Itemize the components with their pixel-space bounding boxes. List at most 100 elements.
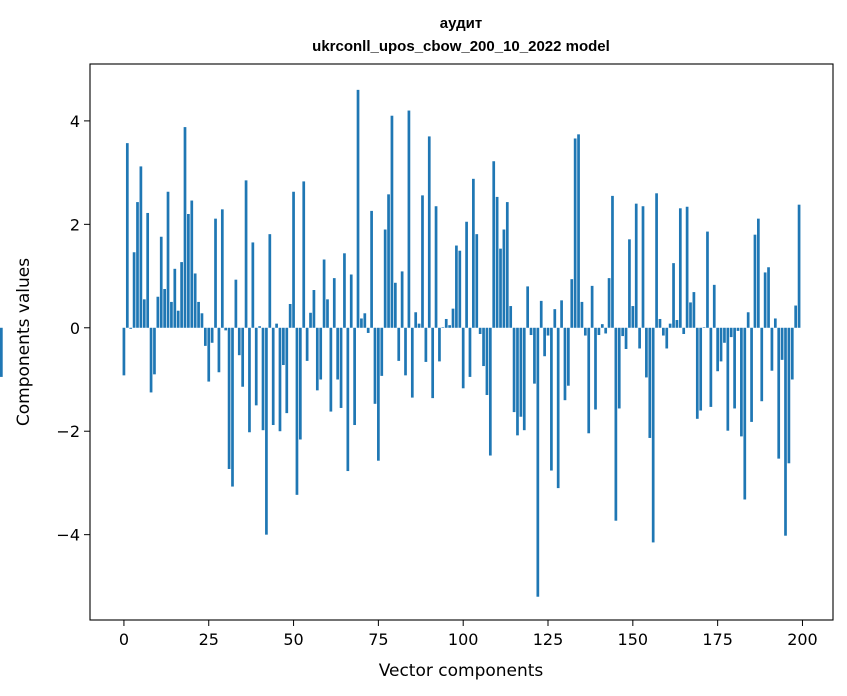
bar bbox=[251, 242, 255, 328]
bar bbox=[692, 292, 696, 328]
bar bbox=[648, 327, 652, 438]
bar bbox=[614, 327, 618, 521]
bar bbox=[136, 202, 139, 328]
bar bbox=[349, 274, 353, 328]
bar bbox=[282, 327, 285, 366]
bar bbox=[288, 303, 292, 328]
bar bbox=[176, 310, 180, 328]
bar bbox=[217, 327, 221, 373]
bar bbox=[153, 327, 156, 375]
bar bbox=[424, 327, 428, 362]
bar bbox=[611, 195, 614, 328]
bar bbox=[533, 327, 536, 384]
bar bbox=[292, 191, 295, 328]
bar bbox=[220, 209, 224, 328]
bar bbox=[214, 218, 217, 328]
x-tick-label: 175 bbox=[702, 630, 733, 649]
bar bbox=[495, 196, 499, 328]
bar bbox=[753, 234, 757, 328]
bar bbox=[597, 327, 601, 336]
bar bbox=[699, 327, 703, 411]
bar bbox=[343, 253, 346, 328]
bar bbox=[777, 327, 781, 459]
bar bbox=[326, 299, 329, 328]
bars-group bbox=[0, 89, 801, 597]
bar bbox=[485, 327, 489, 396]
bar bbox=[370, 210, 373, 328]
bar bbox=[583, 327, 587, 336]
bar bbox=[482, 327, 485, 367]
bar bbox=[729, 327, 733, 338]
bar bbox=[719, 327, 723, 362]
bar bbox=[438, 327, 441, 362]
bar bbox=[231, 327, 234, 487]
bar bbox=[784, 327, 787, 536]
bar bbox=[560, 300, 563, 328]
bar bbox=[723, 327, 726, 343]
bar bbox=[258, 326, 261, 328]
bar bbox=[315, 327, 319, 391]
bar bbox=[187, 213, 190, 328]
bar bbox=[149, 327, 153, 393]
bar bbox=[767, 267, 770, 328]
bar bbox=[516, 327, 519, 436]
bar bbox=[594, 327, 597, 410]
bar bbox=[193, 273, 197, 328]
bar bbox=[553, 309, 557, 328]
bar bbox=[472, 178, 475, 328]
bar bbox=[360, 318, 363, 328]
bar bbox=[750, 327, 753, 422]
bar bbox=[773, 318, 777, 328]
bar bbox=[261, 327, 265, 431]
bar bbox=[556, 327, 560, 489]
bar bbox=[770, 327, 774, 371]
bar bbox=[488, 327, 492, 456]
bar bbox=[377, 327, 380, 461]
bar bbox=[695, 327, 699, 419]
bar bbox=[132, 252, 136, 328]
bar bbox=[441, 327, 445, 328]
bar bbox=[499, 248, 502, 328]
bar bbox=[434, 206, 438, 328]
bar bbox=[322, 259, 326, 328]
bar bbox=[468, 327, 472, 377]
bar bbox=[146, 212, 150, 328]
bar bbox=[0, 327, 3, 377]
bar bbox=[617, 327, 621, 409]
bar bbox=[125, 143, 129, 328]
bar bbox=[210, 327, 214, 343]
bar bbox=[139, 166, 143, 328]
bar bbox=[302, 181, 306, 328]
bar bbox=[760, 327, 764, 402]
bar bbox=[404, 327, 407, 376]
bar bbox=[512, 327, 516, 413]
bar bbox=[275, 323, 278, 328]
bar bbox=[662, 327, 665, 336]
bar bbox=[373, 327, 377, 404]
bar bbox=[580, 301, 584, 328]
bar bbox=[363, 313, 367, 328]
x-tick-label: 100 bbox=[448, 630, 479, 649]
bar bbox=[387, 194, 390, 328]
bar bbox=[539, 300, 543, 328]
bar bbox=[346, 327, 350, 472]
bar bbox=[397, 327, 401, 361]
bar bbox=[295, 327, 299, 495]
bar bbox=[675, 320, 679, 328]
bar bbox=[393, 282, 397, 328]
bar bbox=[237, 327, 241, 356]
x-tick-label: 25 bbox=[199, 630, 219, 649]
bar bbox=[156, 296, 160, 328]
bar bbox=[780, 327, 784, 360]
bar bbox=[431, 327, 435, 399]
bar bbox=[197, 301, 200, 328]
bar bbox=[224, 327, 228, 331]
bar bbox=[444, 318, 448, 328]
bar bbox=[336, 327, 340, 380]
bar bbox=[658, 318, 662, 328]
bar bbox=[417, 323, 421, 328]
bar bbox=[665, 327, 669, 349]
bar bbox=[448, 325, 451, 328]
bar bbox=[678, 208, 682, 328]
bar bbox=[122, 327, 126, 376]
